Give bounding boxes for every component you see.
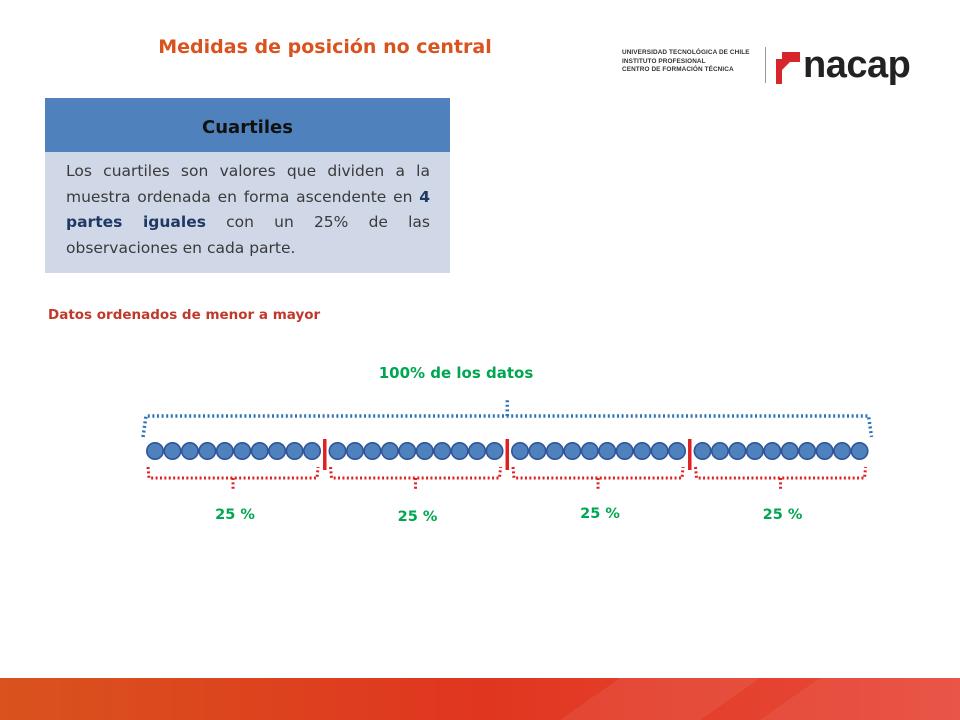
data-dot: [268, 441, 287, 460]
data-dot: [710, 441, 729, 460]
data-dot: [528, 441, 547, 460]
data-dot: [233, 441, 252, 460]
data-dot: [693, 441, 712, 460]
quartile-percent-label: 25 %: [580, 506, 620, 522]
data-dot: [146, 441, 165, 460]
data-dot: [780, 441, 799, 460]
quartile-percent-label: 25 %: [215, 507, 255, 523]
data-dot: [250, 441, 269, 460]
data-dot: [328, 441, 347, 460]
data-dot: [815, 441, 834, 460]
data-dot: [415, 441, 434, 460]
data-dot: [345, 441, 364, 460]
data-dot: [763, 441, 782, 460]
data-dot: [215, 441, 234, 460]
data-dot: [798, 441, 817, 460]
card-text-after: con un 25% de las observaciones en cada …: [66, 213, 430, 257]
institution-line: CENTRO DE FORMACIÓN TÉCNICA: [622, 66, 734, 74]
data-dot: [850, 441, 869, 460]
quartile-percent-label: 25 %: [763, 507, 803, 523]
logo-divider: [765, 47, 766, 83]
data-dot: [485, 441, 504, 460]
inacap-mark-icon: [776, 52, 800, 84]
inacap-wordmark: nacap: [803, 44, 911, 86]
top-brace: [141, 414, 874, 438]
quartile-brace: [146, 466, 320, 480]
data-dot: [580, 441, 599, 460]
data-dot: [363, 441, 382, 460]
data-dot: [163, 441, 182, 460]
data-dot: [180, 441, 199, 460]
institution-line: UNIVERSIDAD TECNOLÓGICA DE CHILE: [622, 49, 750, 56]
data-dot: [510, 441, 529, 460]
data-dot: [650, 441, 669, 460]
footer-band: [0, 678, 960, 720]
data-dot: [303, 441, 322, 460]
cuartiles-card: Cuartiles Los cuartiles son valores que …: [45, 98, 450, 273]
card-description: Los cuartiles son valores que dividen a …: [45, 152, 450, 273]
data-dot: [450, 441, 469, 460]
institution-line: INSTITUTO PROFESIONAL: [622, 57, 706, 65]
data-dot: [668, 441, 687, 460]
data-dot: [833, 441, 852, 460]
institution-lines: UNIVERSIDAD TECNOLÓGICA DE CHILE INSTITU…: [622, 49, 764, 75]
quartile-brace: [694, 466, 868, 480]
data-dot: [285, 441, 304, 460]
card-text-before: Los cuartiles son valores que dividen a …: [66, 162, 430, 206]
data-dot: [633, 441, 652, 460]
data-dot: [563, 441, 582, 460]
data-dot: [380, 441, 399, 460]
total-label: 100% de los datos: [379, 364, 534, 382]
data-dot: [615, 441, 634, 460]
page-title: Medidas de posición no central: [158, 36, 492, 58]
quartile-brace: [511, 466, 685, 480]
data-dot: [468, 441, 487, 460]
card-heading: Cuartiles: [45, 98, 450, 152]
data-dot: [198, 441, 217, 460]
data-dot: [728, 441, 747, 460]
data-dot: [398, 441, 417, 460]
data-dot: [433, 441, 452, 460]
inacap-logo: UNIVERSIDAD TECNOLÓGICA DE CHILE INSTITU…: [622, 44, 932, 94]
data-dot: [598, 441, 617, 460]
data-dot: [745, 441, 764, 460]
quartile-brace: [329, 466, 503, 480]
quartile-percent-label: 25 %: [398, 509, 438, 525]
data-dot: [545, 441, 564, 460]
sorted-data-subtitle: Datos ordenados de menor a mayor: [48, 307, 321, 323]
card-text-bold: 4 partes iguales: [66, 187, 430, 232]
